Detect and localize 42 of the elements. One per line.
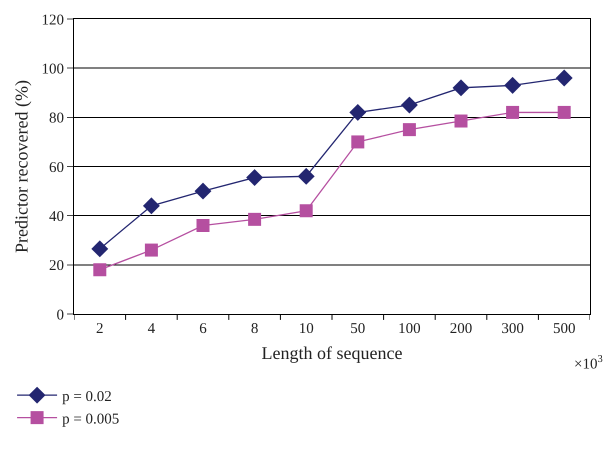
point xyxy=(246,169,264,186)
x-tick-label: 8 xyxy=(250,321,258,337)
point xyxy=(351,135,364,148)
x-tick-label: 200 xyxy=(450,321,472,337)
point xyxy=(402,123,416,136)
point xyxy=(349,104,366,121)
y-tick-label: 100 xyxy=(42,61,64,78)
y-tick-label: 120 xyxy=(42,12,64,28)
legend-label: p = 0.005 xyxy=(62,412,120,428)
legend-label: p = 0.02 xyxy=(62,389,112,405)
x-tick-label: 2 xyxy=(96,321,104,337)
point xyxy=(142,197,160,214)
point xyxy=(506,106,520,119)
x-tick-label: 10 xyxy=(298,321,314,337)
point xyxy=(196,219,210,232)
point xyxy=(194,182,212,200)
y-tick-label: 0 xyxy=(56,307,64,324)
x-tick-label: 300 xyxy=(501,321,524,337)
x-axis-title: Length of sequence xyxy=(262,343,402,364)
x-tick-label: 6 xyxy=(199,321,208,337)
point xyxy=(400,96,418,114)
point xyxy=(504,76,522,94)
point xyxy=(248,212,262,226)
point xyxy=(91,240,108,258)
point xyxy=(144,244,158,257)
point xyxy=(298,168,315,185)
point xyxy=(93,263,106,276)
y-tick-label: 20 xyxy=(49,258,64,274)
y-axis-title: Predictor recovered (%) xyxy=(12,80,32,253)
text: ×10$^{3}$ xyxy=(574,354,603,372)
point xyxy=(452,79,470,96)
point xyxy=(454,114,468,128)
x-tick-label: 50 xyxy=(350,321,366,337)
y-tick-label: 60 xyxy=(49,160,64,176)
point xyxy=(556,70,573,86)
x-tick-label: 500 xyxy=(552,321,576,337)
x-tick-label: 100 xyxy=(398,321,421,337)
y-tick-label: 80 xyxy=(49,110,64,127)
x-tick-label: 4 xyxy=(148,321,156,337)
point xyxy=(300,204,313,218)
point xyxy=(558,106,571,119)
y-tick-label: 40 xyxy=(49,208,64,225)
